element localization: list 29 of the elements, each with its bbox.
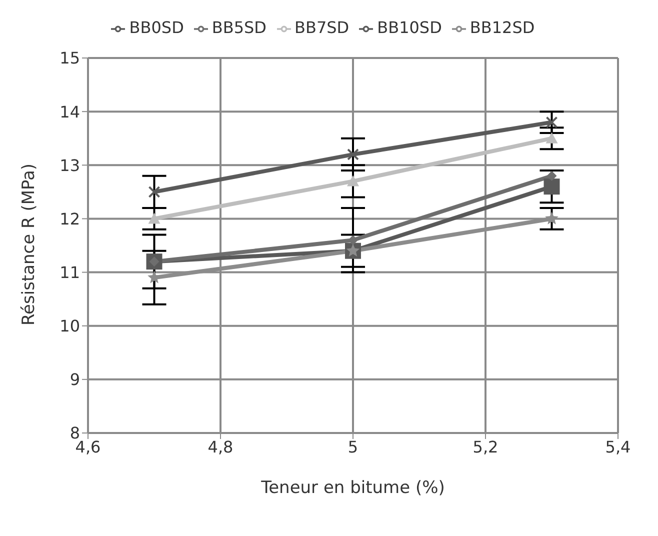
point xyxy=(347,175,359,186)
x-tick-label: 5,4 xyxy=(605,437,631,456)
x-tick-label: 5,2 xyxy=(472,437,498,456)
point xyxy=(546,116,558,128)
point xyxy=(544,178,560,195)
point xyxy=(545,212,558,224)
x-tick-label: 5 xyxy=(348,437,358,456)
point xyxy=(348,235,358,246)
legend-label: BB7SD xyxy=(294,18,350,37)
y-tick-label: 10 xyxy=(60,316,80,336)
y-tick-label: 13 xyxy=(60,156,80,175)
point xyxy=(148,212,160,224)
y-tick-label: 8 xyxy=(70,424,80,443)
x-axis-title: Teneur en bitume (%) xyxy=(260,478,445,498)
x-tick-label: 4,8 xyxy=(208,437,234,456)
y-tick-label: 9 xyxy=(70,370,80,390)
point xyxy=(546,170,557,181)
y-tick-label: 12 xyxy=(60,209,80,228)
y-tick-label: 15 xyxy=(60,48,80,68)
y-axis-title: Résistance R (MPa) xyxy=(19,163,40,326)
point xyxy=(546,132,558,144)
legend-label: BB12SD xyxy=(470,18,535,37)
y-tick-label: 14 xyxy=(60,102,80,122)
point xyxy=(148,186,160,198)
point xyxy=(347,148,359,160)
legend-label: BB10SD xyxy=(377,18,442,37)
legend-label: BB5SD xyxy=(212,18,266,37)
legend-label: BB0SD xyxy=(129,18,184,37)
y-tick-label: 11 xyxy=(60,262,80,282)
